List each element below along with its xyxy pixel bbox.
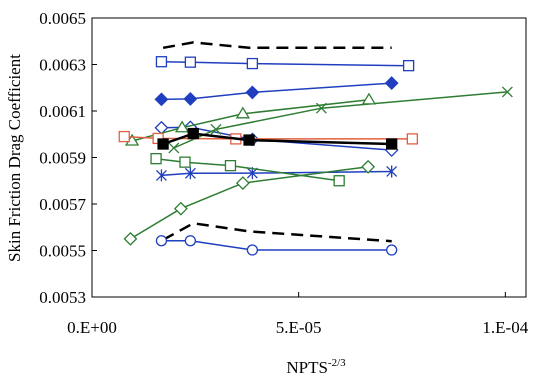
series-1 xyxy=(162,222,392,243)
marker-filled-square xyxy=(386,138,398,150)
marker-asterisk xyxy=(155,169,167,182)
marker-asterisk xyxy=(184,167,196,180)
y-tick-label: 0.0053 xyxy=(39,288,86,307)
marker-open-square xyxy=(406,133,418,145)
x-tick-label: 5.E-05 xyxy=(276,318,322,337)
marker-filled-diamond xyxy=(154,92,169,107)
marker-open-square xyxy=(118,130,130,143)
marker-open-circle xyxy=(386,244,398,256)
x-tick-label: 1.E-04 xyxy=(482,318,528,337)
y-tick-label: 0.0057 xyxy=(39,195,86,214)
marker-filled-square xyxy=(243,134,255,146)
tick-labels: 0.0053 0.0055 0.0057 0.0059 0.0061 0.0063 0.00… xyxy=(39,9,528,337)
y-tick-label: 0.0063 xyxy=(39,56,86,75)
marker-open-square xyxy=(333,175,345,187)
marker-asterisk xyxy=(386,165,398,178)
series-line xyxy=(161,60,409,67)
y-axis-title: Skin Friction Drag Coefficient xyxy=(5,54,24,262)
marker-x xyxy=(168,142,180,154)
x-axis-title-exponent: -2/3 xyxy=(328,357,346,369)
marker-open-circle xyxy=(155,235,168,247)
marker-open-square xyxy=(179,156,191,168)
marker-open-triangle xyxy=(235,106,251,119)
x-tick-label: 0.E+00 xyxy=(67,318,117,337)
series-layer xyxy=(118,41,513,256)
marker-open-square xyxy=(155,56,168,68)
series-line xyxy=(161,239,392,251)
series-line xyxy=(156,157,340,182)
y-tick-label: 0.0065 xyxy=(39,9,86,28)
marker-open-diamond xyxy=(173,201,188,216)
marker-open-diamond xyxy=(361,159,376,174)
series-12 xyxy=(157,127,398,150)
series-line xyxy=(162,222,392,243)
series-0 xyxy=(162,41,392,50)
marker-open-square xyxy=(184,56,197,68)
series-3 xyxy=(154,76,399,107)
marker-open-triangle xyxy=(361,92,377,105)
x-axis-title: NPTS-2/3 xyxy=(286,357,346,377)
series-line xyxy=(161,82,392,101)
marker-filled-diamond xyxy=(384,76,399,91)
marker-open-circle xyxy=(246,244,259,256)
y-tick-label: 0.0061 xyxy=(39,102,86,121)
axes xyxy=(91,17,527,298)
series-2 xyxy=(155,56,415,72)
marker-open-diamond xyxy=(123,231,138,246)
marker-filled-diamond xyxy=(245,85,260,100)
marker-x xyxy=(210,123,222,135)
marker-filled-square xyxy=(157,138,169,150)
marker-filled-diamond xyxy=(183,91,198,106)
series-10 xyxy=(123,159,376,246)
marker-filled-square xyxy=(187,127,199,140)
marker-open-triangle xyxy=(174,120,190,133)
marker-open-diamond xyxy=(235,176,250,190)
series-line xyxy=(161,126,392,151)
series-line xyxy=(162,132,392,146)
y-tick-label: 0.0055 xyxy=(39,242,86,261)
marker-open-square xyxy=(150,153,162,165)
series-line xyxy=(130,166,369,240)
y-tick-label: 0.0059 xyxy=(39,149,86,168)
series-line xyxy=(162,41,392,50)
series-6 xyxy=(155,235,398,256)
marker-open-square xyxy=(402,60,415,72)
marker-open-circle xyxy=(184,235,197,247)
marker-open-square xyxy=(224,159,237,172)
series-9 xyxy=(150,153,345,187)
marker-open-square xyxy=(246,57,259,70)
marker-x xyxy=(501,86,513,98)
x-axis-title-base: NPTS xyxy=(286,358,328,377)
